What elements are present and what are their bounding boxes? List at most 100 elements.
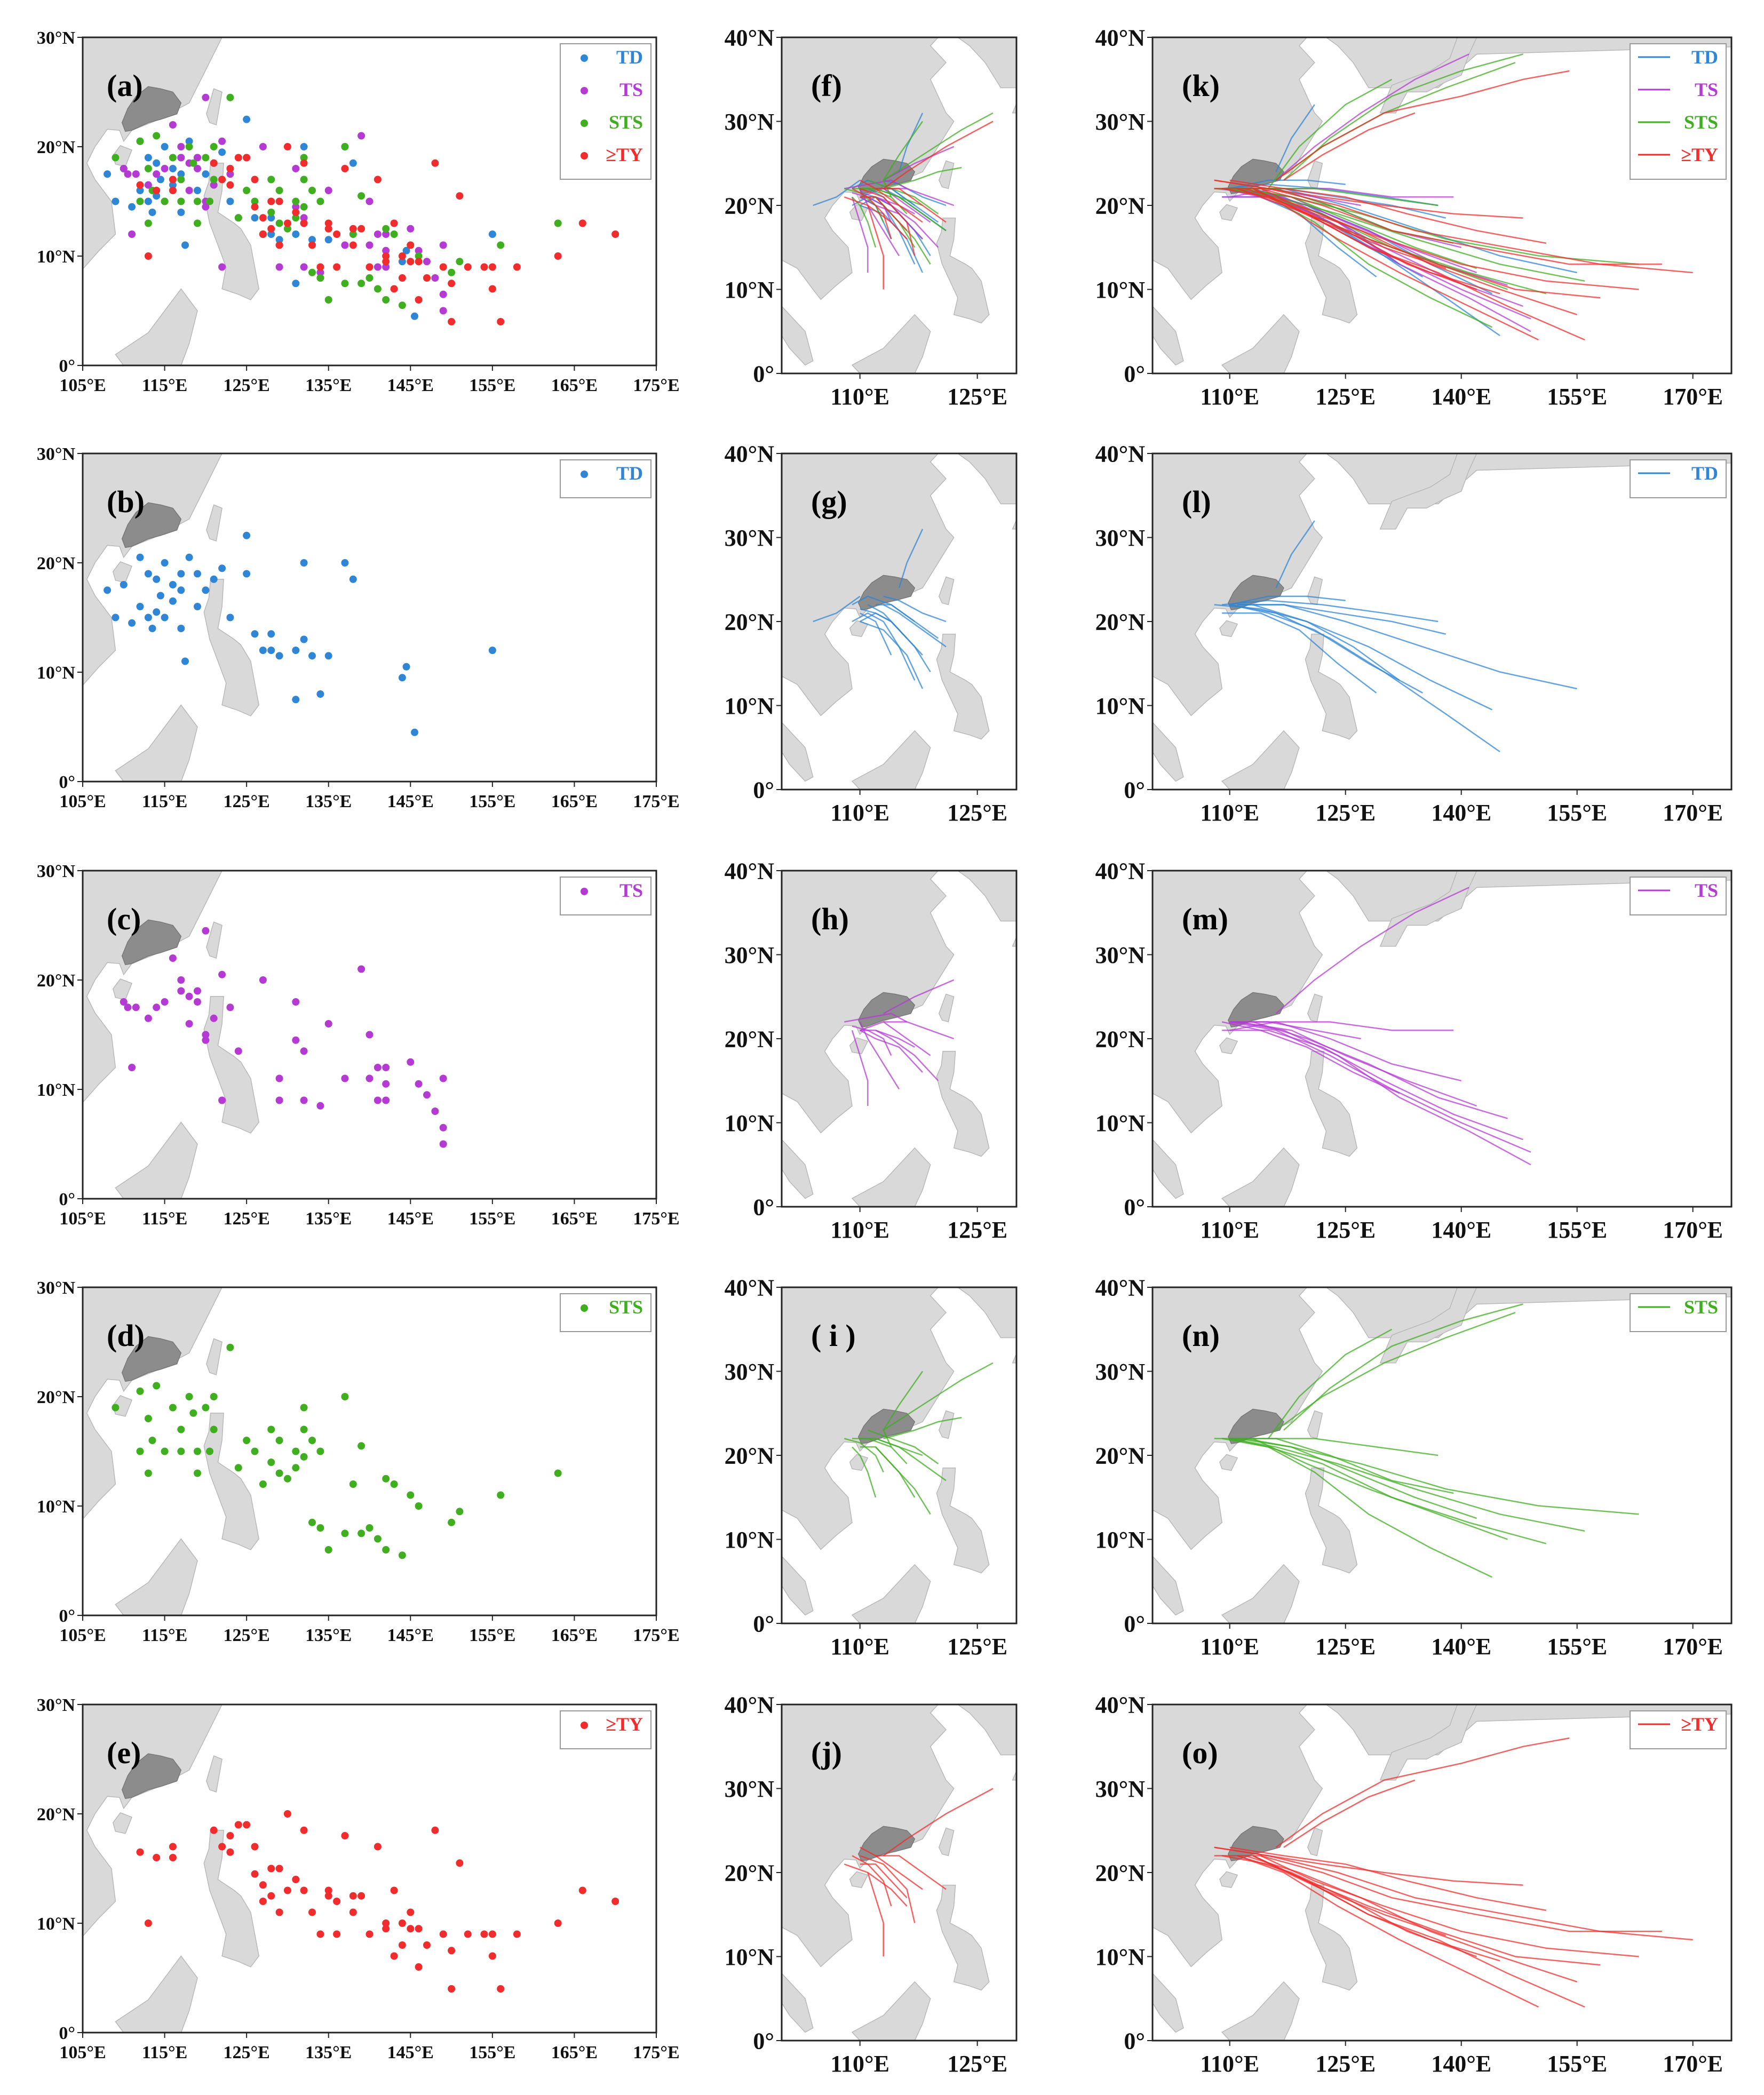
genesis-point-td [349,159,357,167]
genesis-point-ty [283,1810,291,1818]
genesis-point-td [308,652,316,660]
genesis-point-ty [169,187,177,194]
legend-label: TS [619,880,643,901]
legend-box [560,43,651,180]
y-tick-label: 10°N [725,693,775,719]
genesis-point-ts [439,1140,447,1148]
axes-frame [82,36,657,367]
genesis-point-sts [161,197,169,205]
genesis-point-ts [415,246,423,254]
track-line-ts [1229,1021,1454,1031]
genesis-point-ty [341,1832,349,1839]
x-tick-label: 105°E [59,1626,106,1645]
genesis-point-ty [267,1865,275,1873]
land-shape [849,1871,869,1889]
genesis-point-sts [112,1404,120,1412]
guangdong-region [121,919,182,966]
genesis-point-ts [275,1096,283,1104]
genesis-point-ts [194,154,201,162]
genesis-point-ty [488,263,496,271]
guangdong-region [121,1753,182,1799]
land-shape [1221,730,1300,790]
y-tick-label: 20°N [37,138,76,157]
genesis-point-ts [423,258,431,266]
y-tick-label: 10°N [1095,1527,1146,1553]
x-tick-label: 155°E [469,1209,515,1229]
track-line-ty [1245,188,1578,315]
track-line-ty [1229,179,1547,244]
genesis-point-sts [243,187,251,194]
land-shape [782,37,1016,366]
y-tick-label: 40°N [1095,441,1146,467]
genesis-point-ts [124,170,132,178]
legend-box [560,1710,651,1749]
genesis-point-ty [210,159,218,167]
y-tick-label: 30°N [1095,942,1146,968]
track-line-ty [1252,188,1500,294]
genesis-point-ts [292,1036,300,1044]
track-line-ty [876,1855,947,1890]
genesis-point-ty [488,285,496,293]
land-shape [782,453,1016,782]
genesis-point-ts [292,998,300,1006]
genesis-point-td [402,246,410,254]
panel-f: 110°E 125°E 0° 10°N 20°N 30°N 40°N (f) [725,25,1018,410]
y-tick-label: 20°N [1095,609,1146,635]
track-line-ts [852,1025,892,1056]
track-line-ty [1245,1855,1578,1982]
genesis-point-ts [259,976,267,984]
genesis-point-td [292,280,300,288]
genesis-point-td [411,728,418,736]
genesis-point-sts [374,1535,382,1543]
genesis-point-td [341,559,349,567]
guangdong-region [121,86,182,132]
legend-label: STS [1684,1296,1718,1318]
track-line-td [1214,604,1400,681]
genesis-point-td [169,165,177,172]
track-line-ty [883,121,994,189]
track-line-sts [1283,1303,1523,1431]
genesis-point-td [202,170,210,178]
genesis-point-sts [144,1469,152,1477]
genesis-point-ts [153,170,161,178]
land-shape [1219,1037,1238,1055]
panel-m: 110°E 125°E 140°E 155°E 170°E 0° 10°N 20°N 30°N 4… [1095,858,1733,1243]
x-tick-label: 170°E [1663,800,1723,826]
legend-marker [581,87,588,94]
x-tick-label: 110°E [830,1217,889,1243]
genesis-point-td [402,663,410,671]
legend-label: TD [1691,46,1718,68]
genesis-point-ts [357,132,365,140]
genesis-point-ty [226,1832,234,1839]
genesis-point-td [398,674,406,682]
y-tick-label: 20°N [37,1388,76,1407]
genesis-point-sts [365,1524,374,1532]
track-line-td [813,179,861,206]
genesis-point-ty [464,1930,472,1938]
land-shape [1307,993,1323,1023]
genesis-point-sts [324,296,332,304]
genesis-point-ty [259,214,267,222]
map-layer [782,1704,1016,2041]
genesis-point-td [136,553,144,561]
x-tick-label: 125°E [224,1209,270,1229]
land-shape [851,314,931,373]
genesis-point-ty [382,258,390,266]
track-line-sts [867,1429,939,1464]
genesis-point-ts [365,1031,374,1039]
x-tick-label: 110°E [1200,2051,1259,2077]
genesis-point-ts [202,203,210,211]
land-shape [1305,1467,1358,1574]
genesis-point-sts [308,187,316,194]
genesis-point-ty [218,1843,226,1851]
genesis-point-ts [120,998,128,1006]
genesis-point-ty [136,1848,144,1856]
y-tick-label: 10°N [1095,1110,1146,1136]
land-shape [203,163,259,300]
axes-frame [82,1703,657,2034]
genesis-point-ty [497,1985,505,1993]
land-shape [1305,217,1358,324]
map-layer [1153,1704,1731,2041]
panel-label: (k) [1182,68,1220,103]
genesis-point-sts [341,143,349,150]
